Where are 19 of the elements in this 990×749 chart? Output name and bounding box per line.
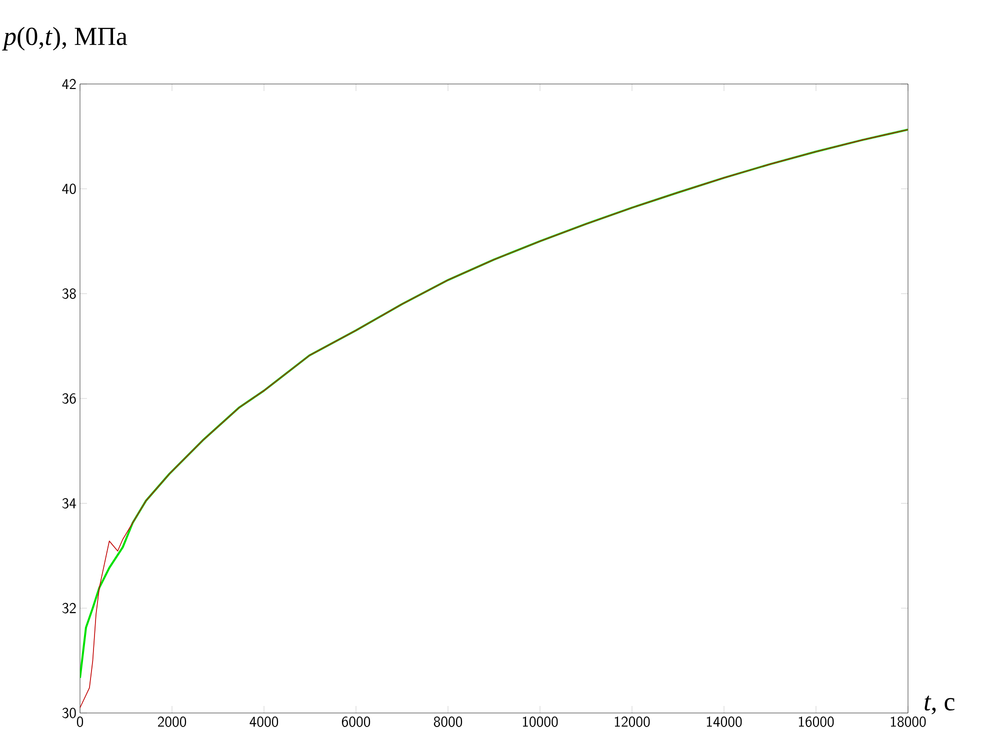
x-tick-label: 8000: [434, 716, 462, 727]
x-tick-label: 16000: [798, 716, 834, 727]
x-tick-label: 2000: [158, 716, 186, 727]
x-tick-label: 0: [76, 716, 84, 727]
y-tick-label: 32: [62, 602, 76, 614]
y-tick-label: 38: [62, 288, 76, 299]
y-tick-label: 36: [62, 393, 76, 404]
x-tick-label: 12000: [614, 716, 650, 727]
x-tick-label: 6000: [342, 716, 370, 727]
y-tick-label: 40: [62, 184, 76, 194]
x-axis-title: t, с: [924, 696, 954, 714]
x-tick-label: 4000: [250, 716, 278, 727]
x-tick-label: 10000: [522, 716, 558, 727]
y-tick-label: 34: [62, 498, 76, 509]
x-tick-label: 14000: [706, 716, 742, 727]
y-axis-title: p(0,t), МПа: [2, 26, 128, 50]
y-tick-label: 30: [62, 708, 76, 718]
x-tick-label: 18000: [890, 716, 926, 727]
y-tick-label: 42: [62, 78, 76, 90]
